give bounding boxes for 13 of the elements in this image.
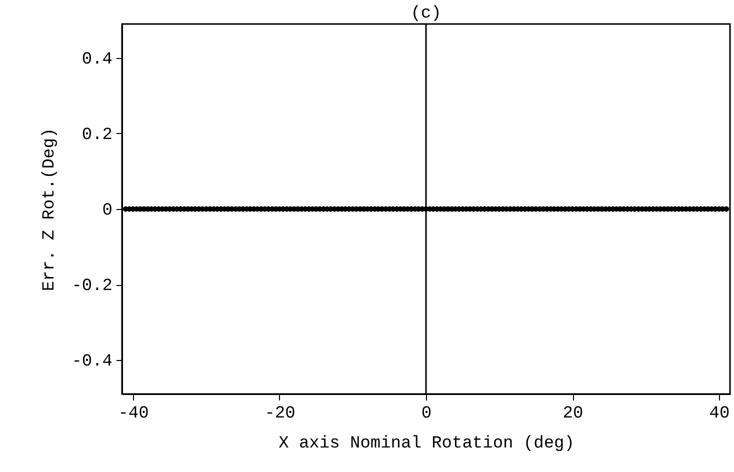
y-axis-title: Err. Z Rot.(Deg): [40, 128, 60, 292]
y-tick-label: 0.2: [82, 126, 112, 145]
y-tick-label: -0.4: [72, 352, 112, 372]
x-tick-label: 40: [709, 404, 730, 424]
y-tick-label: 0.4: [82, 50, 112, 70]
x-axis-title: X axis Nominal Rotation (deg): [278, 434, 574, 454]
x-tick-label: -40: [118, 404, 149, 424]
y-tick-label: -0.2: [72, 277, 112, 296]
x-tick-label: 0: [421, 404, 432, 424]
chart-title: (c): [410, 4, 442, 24]
x-tick-label: -20: [264, 404, 296, 424]
y-tick-label: 0: [102, 202, 112, 220]
x-tick-label: 20: [562, 404, 584, 424]
